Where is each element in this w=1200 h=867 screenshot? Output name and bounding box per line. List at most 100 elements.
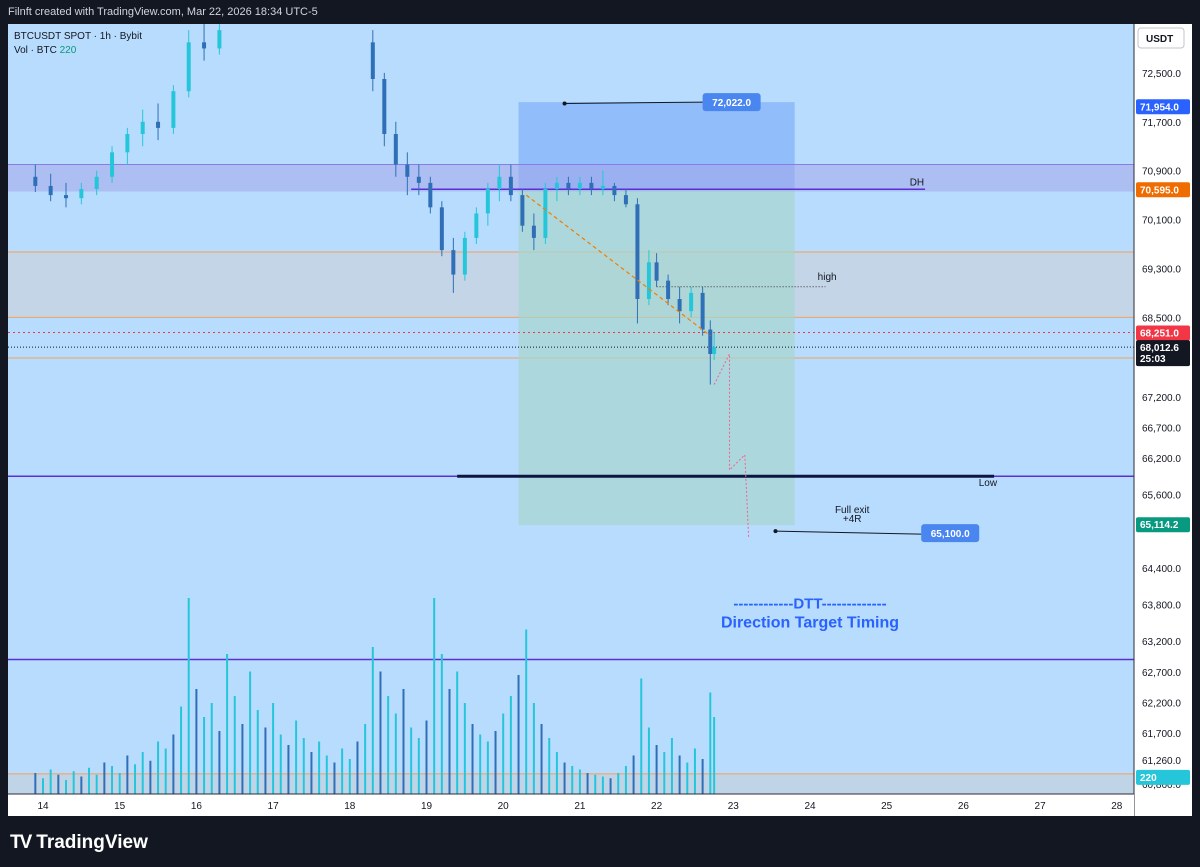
brand-label: TradingView <box>36 832 148 853</box>
volume-bar <box>586 773 589 794</box>
y-tick-label: 67,200.0 <box>1142 393 1181 404</box>
volume-bar <box>448 689 451 794</box>
candle-body <box>654 262 659 281</box>
x-tick-label: 15 <box>114 801 126 812</box>
price-tag-label: 68,012.6 <box>1140 343 1179 354</box>
volume-label: Vol · BTC <box>14 45 57 56</box>
x-tick-label: 18 <box>344 801 356 812</box>
candle-body <box>33 176 38 186</box>
candle-body <box>474 213 479 238</box>
long-stop-zone <box>518 189 795 526</box>
candle-body <box>64 195 69 199</box>
chart-legend: BTCUSDT SPOT · 1h · Bybit Vol · BTC 220 <box>14 30 142 58</box>
candle-body <box>485 189 490 214</box>
volume-bar <box>555 752 558 794</box>
footer-bar <box>0 816 1200 867</box>
volume-bar <box>302 738 305 794</box>
price-chart[interactable]: 72,022.0 65,100.0 Full exit+4R ------------… <box>0 0 1200 816</box>
y-tick-label: 66,200.0 <box>1142 454 1181 465</box>
y-tick-label: 66,700.0 <box>1142 423 1181 434</box>
candle-body <box>635 204 640 299</box>
x-tick-label: 23 <box>728 801 740 812</box>
y-tick-label: 62,200.0 <box>1142 698 1181 709</box>
y-tick-label: 70,900.0 <box>1142 167 1181 178</box>
callout-bottom-leader <box>775 530 922 535</box>
dtt-subheadline: Direction Target Timing <box>721 615 899 632</box>
trend-line <box>525 194 711 337</box>
tradingview-logo[interactable]: TV TradingView <box>10 832 148 854</box>
candle-body <box>171 91 176 128</box>
volume-bar <box>42 778 44 794</box>
candle-body <box>140 121 145 134</box>
volume-bar <box>540 724 543 794</box>
volume-bar <box>141 752 144 794</box>
plot-area[interactable]: 72,022.0 65,100.0 Full exit+4R ------------… <box>8 24 1134 794</box>
callout-bottom-dot <box>773 529 778 534</box>
y-tick-label: 61,260.0 <box>1142 756 1181 767</box>
volume-bar <box>80 776 83 794</box>
candle-body <box>156 121 161 128</box>
volume-bar <box>494 731 497 794</box>
x-tick-label: 16 <box>191 801 203 812</box>
candle-body <box>48 185 53 196</box>
attribution-bar: Filnft created with TradingView.com, Mar… <box>0 0 1200 24</box>
volume-bar <box>563 762 566 794</box>
volume-bar <box>341 748 344 794</box>
volume-bar <box>670 738 673 794</box>
volume-bar <box>471 724 474 794</box>
candle-body <box>202 42 207 49</box>
symbol-label: BTCUSDT SPOT · 1h · Bybit <box>14 31 142 42</box>
volume-bar <box>509 696 512 794</box>
volume-bar <box>134 764 137 794</box>
volume-bar <box>686 762 689 794</box>
y-tick-label: 61,700.0 <box>1142 729 1181 740</box>
volume-bar <box>72 771 75 794</box>
candle-body <box>712 347 717 354</box>
x-tick-label: 28 <box>1111 801 1123 812</box>
volume-bar <box>479 734 482 794</box>
volume-bar <box>126 755 129 794</box>
candle-body <box>520 195 525 226</box>
volume-bar <box>210 703 213 794</box>
volume-bar <box>548 738 551 794</box>
volume-bar <box>187 598 190 794</box>
volume-bar <box>417 738 420 794</box>
candle-body <box>110 152 115 177</box>
plus-4r-label: +4R <box>843 514 862 525</box>
candle-body <box>612 185 617 196</box>
volume-bar <box>709 692 712 794</box>
volume-bar <box>356 741 359 794</box>
volume-bar <box>180 706 183 794</box>
candle-body <box>689 292 694 312</box>
x-tick-label: 14 <box>37 801 49 812</box>
y-tick-label: 63,200.0 <box>1142 637 1181 648</box>
callout-top-box <box>702 93 761 112</box>
volume-bar <box>172 734 175 794</box>
volume-bar <box>233 696 236 794</box>
dh-zone <box>8 164 1134 192</box>
volume-bar <box>394 713 397 794</box>
candle-body <box>708 329 713 354</box>
volume-bar <box>701 759 704 794</box>
volume-bar <box>295 720 298 794</box>
x-tick-label: 19 <box>421 801 433 812</box>
volume-bar <box>463 703 466 794</box>
volume-bar <box>49 769 52 794</box>
candle-body <box>370 42 375 79</box>
y-tick-label: 60,860.0 <box>1142 780 1181 791</box>
volume-bar <box>617 773 620 794</box>
volume-bar <box>34 773 37 794</box>
currency-button[interactable] <box>1137 27 1185 49</box>
currency-button-label[interactable]: USDT <box>1146 34 1173 45</box>
y-tick-label: 69,300.0 <box>1142 264 1181 275</box>
volume-bar <box>678 755 681 794</box>
volume-bar <box>149 760 152 794</box>
attribution-text: Filnft created with TradingView.com, Mar… <box>8 6 318 18</box>
volume-bar <box>713 717 716 794</box>
volume-bar <box>647 727 650 794</box>
volume-bar <box>371 647 374 794</box>
callout-top-dot <box>562 101 567 106</box>
volume-bar <box>118 773 121 794</box>
volume-bar <box>310 752 313 794</box>
candle-body <box>600 185 605 189</box>
